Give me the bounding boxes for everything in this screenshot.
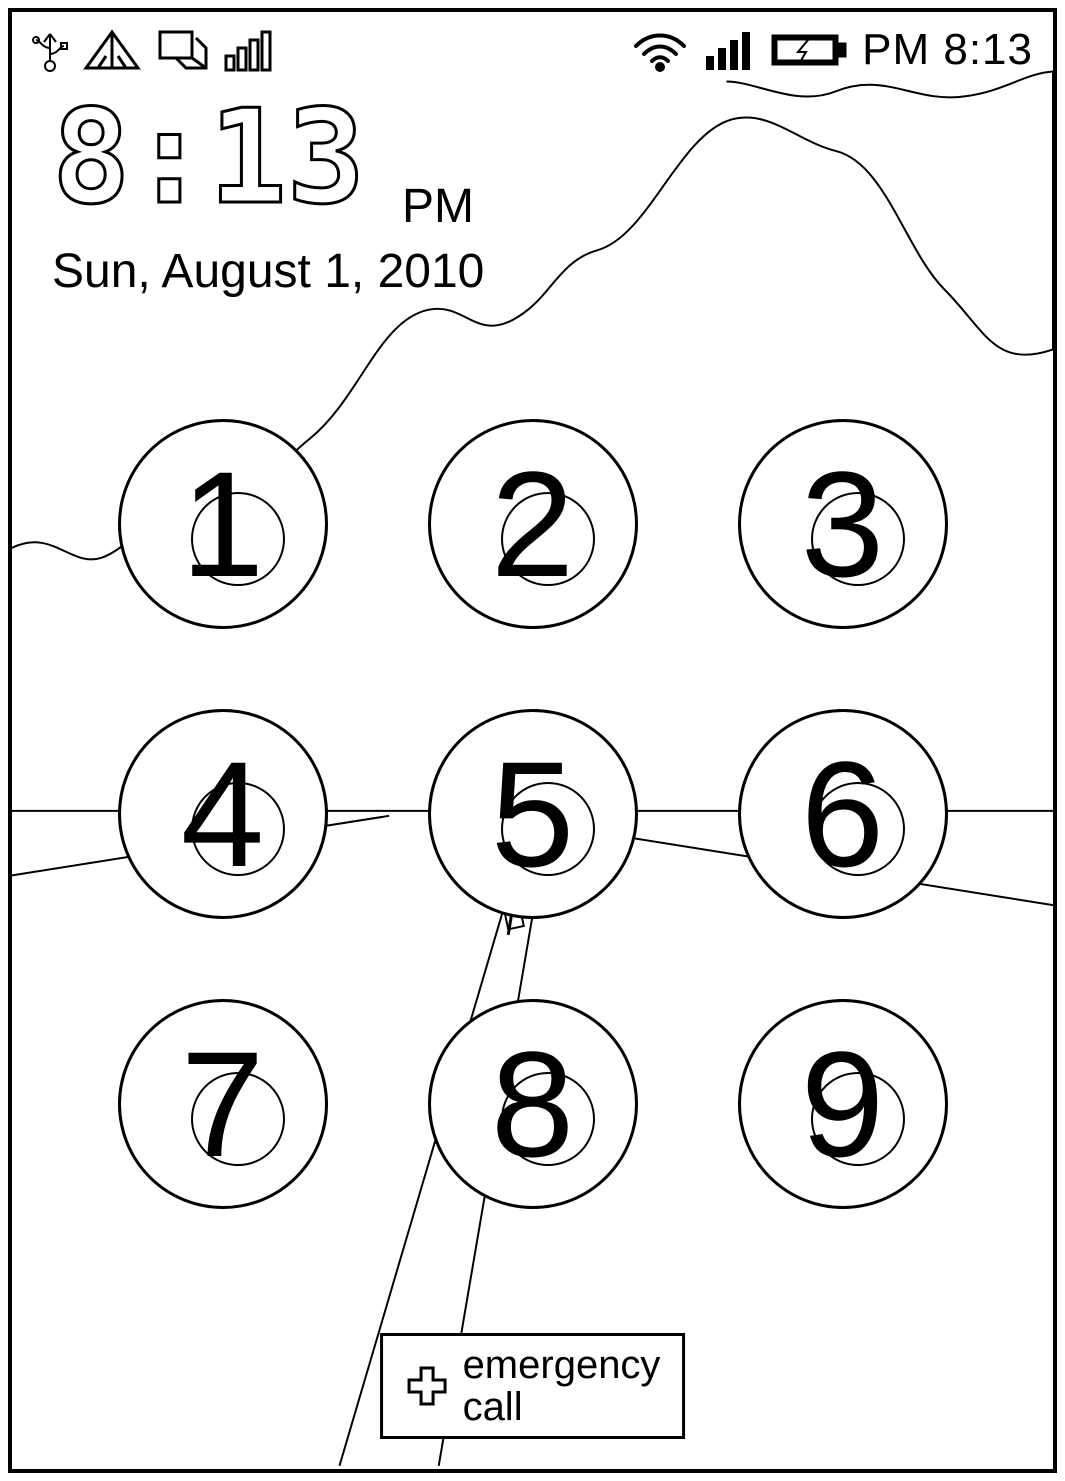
key-digit: 4 bbox=[181, 739, 264, 889]
usb-icon bbox=[32, 28, 68, 72]
wifi-icon bbox=[630, 28, 690, 72]
key-digit: 8 bbox=[491, 1029, 574, 1179]
key-digit: 7 bbox=[181, 1029, 264, 1179]
status-bar-right: PM 8:13 bbox=[630, 25, 1033, 75]
emergency-call-button[interactable]: emergency call bbox=[380, 1333, 686, 1439]
signal-solid-icon bbox=[704, 28, 756, 72]
box-icon bbox=[156, 28, 210, 72]
key-1[interactable]: 1 bbox=[118, 419, 328, 629]
triangle-icon bbox=[82, 28, 142, 72]
key-digit: 5 bbox=[491, 739, 574, 889]
status-bar-left bbox=[32, 28, 276, 72]
device-frame: PM 8:13 8:13 PM Sun, August 1, 2010 1 2 … bbox=[8, 8, 1057, 1473]
key-7[interactable]: 7 bbox=[118, 999, 328, 1209]
key-digit: 9 bbox=[801, 1029, 884, 1179]
key-9[interactable]: 9 bbox=[738, 999, 948, 1209]
clock-time: 8:13 bbox=[52, 102, 382, 222]
key-8[interactable]: 8 bbox=[428, 999, 638, 1209]
clock-ampm: PM bbox=[402, 179, 474, 234]
pin-keypad: 1 2 3 4 5 6 7 8 9 bbox=[12, 419, 1053, 1209]
status-bar: PM 8:13 bbox=[12, 12, 1053, 82]
key-3[interactable]: 3 bbox=[738, 419, 948, 629]
emergency-call-label: emergency call bbox=[463, 1344, 661, 1428]
key-digit: 3 bbox=[801, 449, 884, 599]
clock-time-digits: 8:13 bbox=[52, 102, 365, 222]
key-5[interactable]: 5 bbox=[428, 709, 638, 919]
plus-icon bbox=[405, 1364, 449, 1408]
key-6[interactable]: 6 bbox=[738, 709, 948, 919]
battery-charging-icon bbox=[770, 28, 848, 72]
signal-outline-icon bbox=[224, 28, 276, 72]
key-digit: 2 bbox=[491, 449, 574, 599]
lock-clock: 8:13 PM Sun, August 1, 2010 bbox=[12, 82, 1053, 299]
key-digit: 1 bbox=[181, 449, 264, 599]
key-digit: 6 bbox=[801, 739, 884, 889]
key-2[interactable]: 2 bbox=[428, 419, 638, 629]
status-bar-time: PM 8:13 bbox=[862, 25, 1033, 75]
clock-date: Sun, August 1, 2010 bbox=[52, 244, 1053, 299]
key-4[interactable]: 4 bbox=[118, 709, 328, 919]
